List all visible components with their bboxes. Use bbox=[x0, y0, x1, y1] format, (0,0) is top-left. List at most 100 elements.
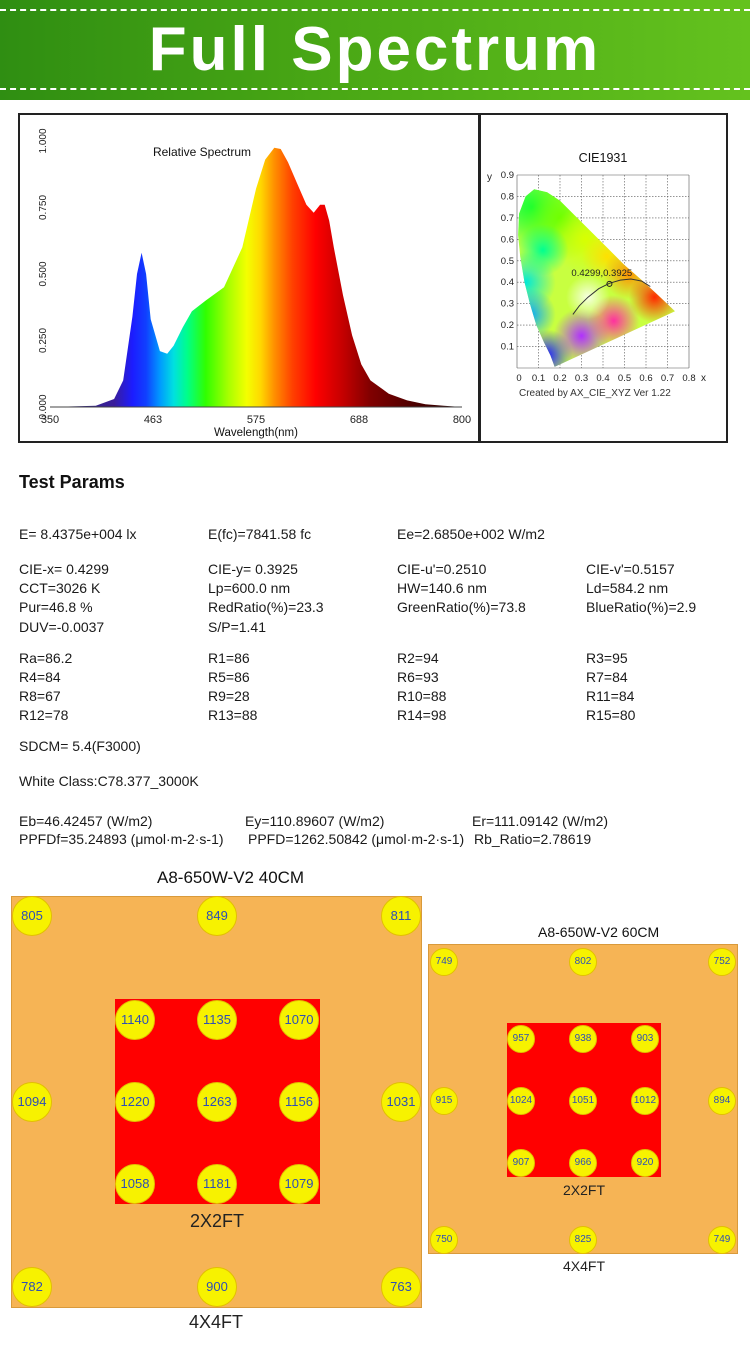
ppfd-reading-outer: 849 bbox=[197, 896, 237, 936]
header-banner: Full Spectrum bbox=[0, 0, 750, 100]
spectrum-y-tick-label: 0.500 bbox=[38, 261, 49, 286]
ppfd-reading-inner: 1135 bbox=[197, 1000, 237, 1040]
test-param-value: Ee=2.6850e+002 W/m2 bbox=[397, 526, 545, 542]
ppfd-reading-inner: 920 bbox=[631, 1149, 659, 1177]
relative-spectrum-chart: Relative Spectrum 0.000 0.250 0.500 0.750 1.… bbox=[38, 128, 471, 439]
cie-x-tick-label: 0.1 bbox=[532, 373, 545, 384]
chromaticity-point bbox=[606, 280, 613, 287]
chromaticity-point-label: 0.4299,0.3925 bbox=[571, 268, 632, 279]
test-param-value: E(fc)=7841.58 fc bbox=[208, 526, 312, 542]
cie-y-tick-label: 0.8 bbox=[501, 191, 514, 202]
test-param-value: Lp=600.0 nm bbox=[208, 580, 291, 596]
test-param-value: R9=28 bbox=[208, 688, 250, 704]
spectrum-y-tick-label: 0.250 bbox=[38, 328, 49, 353]
rb-ratio-value: Rb_Ratio=2.78619 bbox=[474, 831, 592, 847]
ppfd-reading-outer: 915 bbox=[430, 1087, 458, 1115]
cie-y-tick-label: 0.4 bbox=[501, 277, 514, 288]
ppfd-reading-outer: 802 bbox=[569, 948, 597, 976]
outer-area-label: 4X4FT bbox=[189, 1312, 244, 1332]
spectrum-y-tick-label: 0.750 bbox=[38, 195, 49, 220]
inner-area-label: 2X2FT bbox=[190, 1211, 245, 1231]
cie1931-chart: CIE1931 0.4299,0.3925 0 0.1 0.2 0.3 0.4 0.5 0.… bbox=[487, 151, 706, 399]
ey-value: Ey=110.89607 (W/m2) bbox=[245, 813, 385, 829]
ppfd-reading-inner: 966 bbox=[569, 1149, 597, 1177]
ppfdf-value: PPFDf=35.24893 (μmol·m-2·s-1) bbox=[19, 831, 224, 847]
test-param-value: R7=84 bbox=[586, 669, 628, 685]
ppfd-reading-outer: 750 bbox=[430, 1226, 458, 1254]
eb-value: Eb=46.42457 (W/m2) bbox=[19, 813, 153, 829]
test-params-heading: Test Params bbox=[19, 472, 125, 492]
test-param-value: BlueRatio(%)=2.9 bbox=[586, 599, 697, 615]
cie-x-tick-label: 0.8 bbox=[682, 373, 695, 384]
ppfd-reading-outer: 1031 bbox=[381, 1082, 421, 1122]
cie-title: CIE1931 bbox=[579, 151, 628, 165]
test-param-value: R14=98 bbox=[397, 707, 447, 723]
test-param-value: GreenRatio(%)=73.8 bbox=[397, 599, 526, 615]
cie-x-tick-label: 0.2 bbox=[553, 373, 566, 384]
sdcm-value: SDCM= 5.4(F3000) bbox=[19, 738, 141, 754]
ppfd-reading-inner: 1051 bbox=[569, 1087, 597, 1115]
spectrum-x-tick-label: 575 bbox=[247, 414, 265, 426]
ppfd-reading-outer: 752 bbox=[708, 948, 736, 976]
cie-y-tick-label: 0.5 bbox=[501, 256, 514, 267]
cie-x-tick-label: 0.5 bbox=[618, 373, 631, 384]
spectrum-x-tick-label: 350 bbox=[41, 414, 59, 426]
spectrum-y-tick-label: 1.000 bbox=[38, 128, 49, 153]
test-param-value: HW=140.6 nm bbox=[397, 580, 487, 596]
ppfd-reading-outer: 763 bbox=[381, 1267, 421, 1307]
ppfd-reading-outer: 749 bbox=[430, 948, 458, 976]
ppfd-reading-inner: 1079 bbox=[279, 1164, 319, 1204]
ppfd-reading-inner: 1058 bbox=[115, 1164, 155, 1204]
inner-area-label: 2X2FT bbox=[563, 1182, 606, 1198]
ppfd-reading-inner: 1156 bbox=[279, 1082, 319, 1122]
test-param-value: Ra=86.2 bbox=[19, 650, 73, 666]
test-param-value: Ld=584.2 nm bbox=[586, 580, 669, 596]
ppfd-reading-inner: 1220 bbox=[115, 1082, 155, 1122]
cie-x-tick-label: 0 bbox=[516, 373, 521, 384]
cie-y-tick-label: 0.7 bbox=[501, 213, 514, 224]
test-param-value: R3=95 bbox=[586, 650, 628, 666]
cie-y-tick-label: 0.3 bbox=[501, 299, 514, 310]
test-param-value: R4=84 bbox=[19, 669, 61, 685]
test-param-value: R15=80 bbox=[586, 707, 636, 723]
test-param-value: R8=67 bbox=[19, 688, 61, 704]
er-value: Er=111.09142 (W/m2) bbox=[472, 813, 609, 829]
ppfd-reading-inner: 1140 bbox=[115, 1000, 155, 1040]
test-param-value: R11=84 bbox=[586, 688, 635, 704]
test-param-value: R2=94 bbox=[397, 650, 439, 666]
spectrum-x-tick-label: 800 bbox=[453, 414, 471, 426]
ppfd-reading-inner: 1263 bbox=[197, 1082, 237, 1122]
ppfd-value: PPFD=1262.50842 (μmol·m-2·s-1) bbox=[248, 831, 465, 847]
cie-y-tick-label: 0.1 bbox=[501, 342, 514, 353]
ppfd-reading-outer: 825 bbox=[569, 1226, 597, 1254]
cie-x-tick-label: 0.4 bbox=[596, 373, 609, 384]
test-param-value: R5=86 bbox=[208, 669, 250, 685]
banner-dashed-line-bottom bbox=[0, 88, 750, 90]
cie-x-tick-label: 0.7 bbox=[661, 373, 674, 384]
test-param-value: CIE-x= 0.4299 bbox=[19, 561, 109, 577]
test-param-value: R1=86 bbox=[208, 650, 250, 666]
spectrum-x-tick-label: 463 bbox=[144, 414, 162, 426]
ppfd-reading-outer: 749 bbox=[708, 1226, 736, 1254]
planckian-locus bbox=[572, 278, 651, 315]
ppfd-reading-outer: 805 bbox=[12, 896, 52, 936]
outer-area-label: 4X4FT bbox=[563, 1258, 606, 1274]
test-param-value: CIE-y= 0.3925 bbox=[208, 561, 298, 577]
cie-y-axis-label: y bbox=[487, 172, 492, 183]
test-param-value: R10=88 bbox=[397, 688, 447, 704]
ppfd-reading-inner: 1024 bbox=[507, 1087, 535, 1115]
test-param-value: R12=78 bbox=[19, 707, 69, 723]
test-param-value: R13=88 bbox=[208, 707, 258, 723]
spectrum-x-axis-label: Wavelength(nm) bbox=[214, 427, 298, 439]
ppfd-reading-inner: 1181 bbox=[197, 1164, 237, 1204]
ppfd-reading-outer: 894 bbox=[708, 1087, 736, 1115]
spectrum-curve bbox=[50, 147, 462, 407]
spectrum-x-tick-label: 688 bbox=[350, 414, 368, 426]
ppfd-reading-inner: 903 bbox=[631, 1025, 659, 1053]
spectrum-title: Relative Spectrum bbox=[153, 145, 251, 159]
cie-caption: Created by AX_CIE_XYZ Ver 1.22 bbox=[519, 388, 671, 399]
ppfd-reading-inner: 1012 bbox=[631, 1087, 659, 1115]
relative-spectrum-panel: Relative Spectrum 0.000 0.250 0.500 0.750 1.… bbox=[18, 113, 480, 443]
test-param-value: CIE-v'=0.5157 bbox=[586, 561, 675, 577]
ppfd-reading-inner: 938 bbox=[569, 1025, 597, 1053]
